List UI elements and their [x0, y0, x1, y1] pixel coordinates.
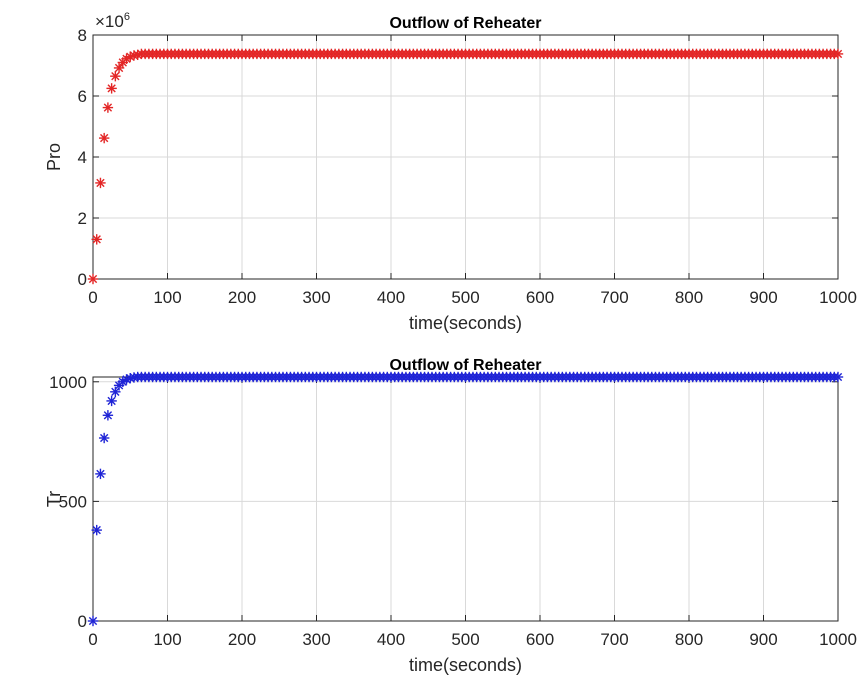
marker-stroke — [107, 84, 116, 93]
data-point — [87, 615, 99, 627]
x-tick-label: 900 — [749, 288, 777, 307]
y-axis-label-top: Pro — [44, 143, 64, 171]
grid-bottom — [93, 377, 838, 621]
x-tick-label: 0 — [88, 288, 97, 307]
x-axis-label-top: time(seconds) — [409, 313, 522, 333]
x-tick-label: 300 — [302, 630, 330, 649]
x-tick-label: 600 — [526, 288, 554, 307]
x-tick-label: 800 — [675, 288, 703, 307]
marker-stroke — [92, 525, 101, 535]
exponent-power: 6 — [124, 11, 130, 23]
grid-top — [93, 35, 838, 279]
marker-stroke — [103, 411, 113, 420]
x-tick-label: 800 — [675, 630, 703, 649]
x-tick-label: 200 — [228, 630, 256, 649]
x-ticks-top: 0 100 200 300 400 500 600 700 800 900 1000 — [88, 35, 857, 307]
x-tick-label: 500 — [451, 630, 479, 649]
y-ticks-bottom: 0 500 1000 — [49, 373, 838, 631]
marker-stroke — [107, 396, 116, 406]
y-tick-label: 2 — [78, 209, 87, 228]
x-tick-label: 1000 — [819, 288, 857, 307]
data-point — [102, 410, 114, 421]
data-point — [91, 234, 102, 245]
marker-stroke — [100, 433, 109, 443]
marker-stroke — [111, 387, 120, 397]
x-tick-label: 100 — [153, 630, 181, 649]
marker-stroke — [111, 72, 120, 81]
x-tick-label: 400 — [377, 288, 405, 307]
exponent-base: ×10 — [95, 12, 124, 31]
marker-stroke — [100, 133, 109, 143]
y-tick-label: 0 — [78, 612, 87, 631]
markers-top — [87, 48, 844, 285]
data-point — [106, 83, 117, 94]
y-tick-label: 4 — [78, 148, 87, 167]
x-tick-label: 700 — [600, 288, 628, 307]
x-tick-label: 0 — [88, 630, 97, 649]
exponent-label-top: ×106 — [95, 11, 130, 31]
data-point — [113, 62, 125, 74]
data-point — [110, 70, 121, 82]
data-point — [91, 524, 102, 536]
data-point — [832, 48, 844, 60]
x-ticks-bottom: 0 100 200 300 400 500 600 700 800 900 1000 — [88, 377, 857, 649]
marker-stroke — [92, 235, 101, 244]
data-point — [98, 432, 110, 444]
marker-stroke — [88, 616, 98, 626]
x-axis-label-bottom: time(seconds) — [409, 655, 522, 675]
x-tick-label: 700 — [600, 630, 628, 649]
data-point — [98, 132, 110, 144]
y-tick-label: 1000 — [49, 373, 87, 392]
x-tick-label: 900 — [749, 630, 777, 649]
axes-bottom-tr: 0 100 200 300 400 500 600 700 800 900 1000 0 500 100… — [44, 357, 857, 675]
x-tick-label: 300 — [302, 288, 330, 307]
y-axis-label-bottom: Tr — [44, 491, 64, 507]
data-point — [95, 177, 106, 189]
chart-title-top: Outflow of Reheater — [389, 15, 541, 32]
y-tick-label: 8 — [78, 26, 87, 45]
markers-bottom — [87, 371, 844, 627]
x-tick-label: 200 — [228, 288, 256, 307]
y-tick-label: 0 — [78, 270, 87, 289]
marker-stroke — [96, 178, 105, 188]
x-tick-label: 1000 — [819, 630, 857, 649]
chart-title-bottom: Outflow of Reheater — [389, 357, 541, 374]
marker-stroke — [833, 372, 843, 382]
y-tick-label: 500 — [59, 492, 87, 511]
data-point — [102, 102, 114, 113]
data-point — [95, 468, 106, 480]
marker-stroke — [88, 274, 98, 284]
x-tick-label: 600 — [526, 630, 554, 649]
x-tick-label: 500 — [451, 288, 479, 307]
y-ticks-top: 0 2 4 6 8 — [78, 26, 838, 289]
data-point — [106, 395, 117, 407]
x-tick-label: 100 — [153, 288, 181, 307]
marker-stroke — [114, 63, 124, 73]
x-tick-label: 400 — [377, 630, 405, 649]
marker-stroke — [833, 49, 843, 59]
axes-top-pro: 0 100 200 300 400 500 600 700 800 900 1000 0 2 4 6 8 O… — [44, 11, 857, 333]
y-tick-label: 6 — [78, 87, 87, 106]
data-point — [87, 273, 99, 285]
marker-stroke — [103, 103, 113, 112]
marker-stroke — [96, 469, 105, 479]
data-point — [832, 371, 844, 383]
